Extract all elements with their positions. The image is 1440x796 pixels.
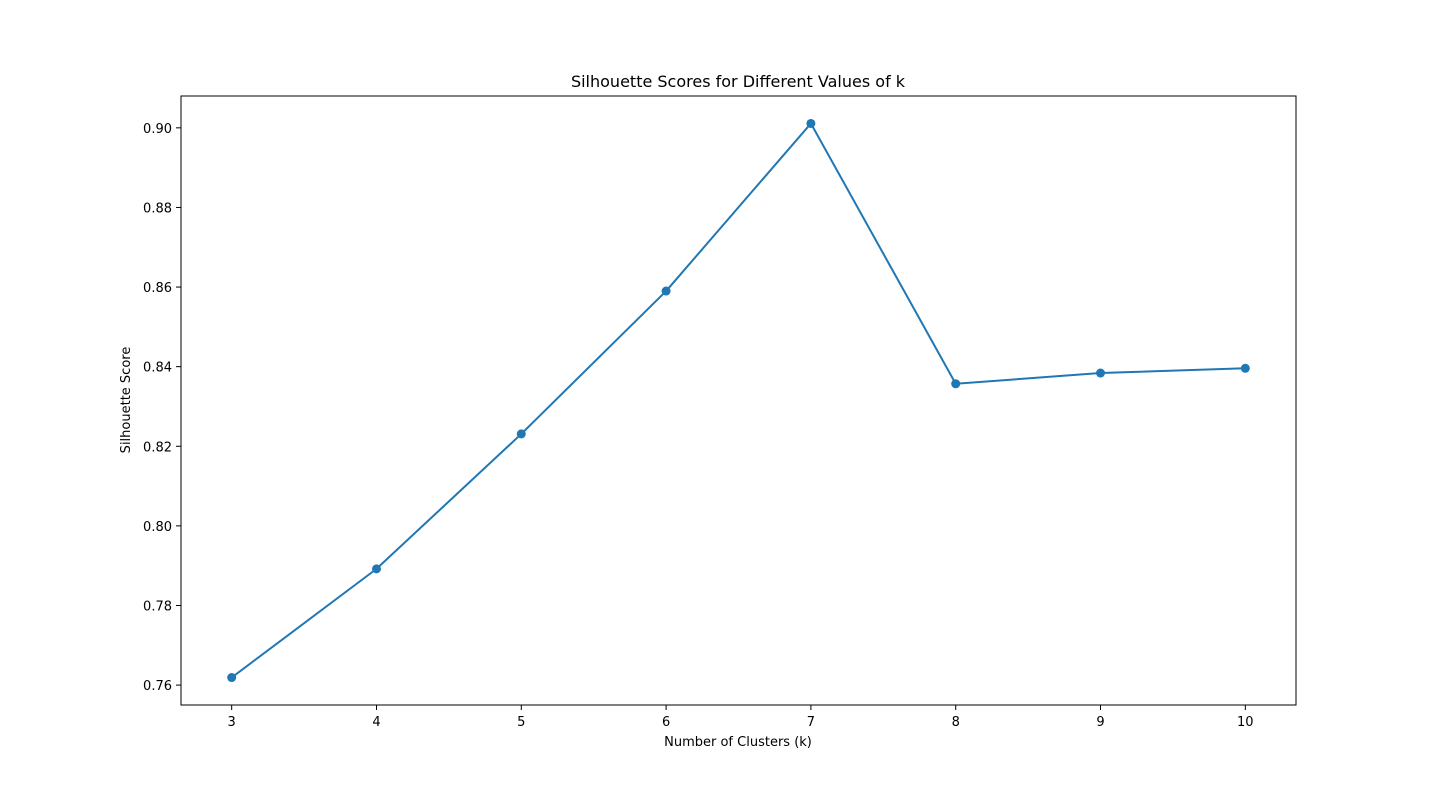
- data-point: [1240, 363, 1250, 373]
- y-tick-label: 0.84: [143, 361, 172, 376]
- data-point: [516, 429, 526, 439]
- x-axis-label: Number of Clusters (k): [664, 735, 812, 750]
- chart-title: Silhouette Scores for Different Values o…: [571, 72, 906, 91]
- y-tick-label: 0.90: [143, 122, 172, 137]
- y-tick-label: 0.82: [143, 440, 172, 455]
- y-tick-label: 0.76: [143, 679, 172, 694]
- x-tick-label: 10: [1237, 715, 1254, 730]
- data-point: [661, 286, 671, 296]
- data-point: [806, 118, 816, 128]
- plot-area: 3 4 5 6 7 8 9 10 0.76 0.78 0.80 0.82 0.84 0.86 0.88 0.9…: [143, 95, 1297, 730]
- y-tick-label: 0.86: [143, 281, 172, 296]
- series-line: [231, 122, 1246, 679]
- y-axis-label: Silhouette Score: [119, 347, 134, 454]
- y-tick-label: 0.78: [143, 599, 172, 614]
- data-point: [1096, 368, 1106, 378]
- data-point: [951, 379, 961, 389]
- x-tick-label: 8: [952, 715, 960, 730]
- x-tick-label: 9: [1096, 715, 1104, 730]
- x-tick-label: 5: [517, 715, 525, 730]
- x-tick-label: 4: [372, 715, 380, 730]
- data-point: [227, 673, 237, 683]
- x-tick-label: 7: [807, 715, 815, 730]
- x-tick-label: 6: [662, 715, 670, 730]
- data-point: [371, 564, 381, 574]
- x-tick-label: 3: [228, 715, 236, 730]
- y-tick-label: 0.88: [143, 201, 172, 216]
- axes-frame: [180, 95, 1297, 706]
- y-tick-label: 0.80: [143, 520, 172, 535]
